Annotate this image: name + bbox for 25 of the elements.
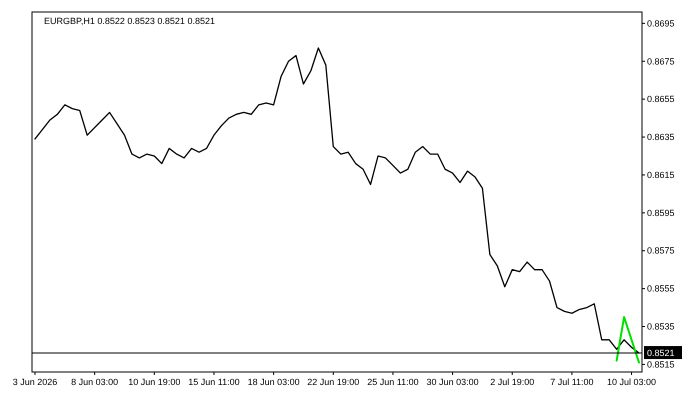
x-tick-label: 15 Jun 11:00 (188, 377, 240, 387)
x-tick-label: 7 Jul 11:00 (550, 377, 594, 387)
x-tick-label: 30 Jun 03:00 (426, 377, 479, 387)
x-tick-label: 25 Jun 11:00 (367, 377, 419, 387)
y-tick-label: 0.8635 (647, 132, 675, 142)
y-tick-label: 0.8615 (647, 170, 675, 180)
ref-line-label: 0.8521 (647, 348, 675, 358)
y-tick-label: 0.8595 (647, 208, 675, 218)
y-tick-label: 0.8695 (647, 18, 675, 28)
line-series (616, 316, 640, 364)
y-tick-label: 0.8655 (647, 94, 675, 104)
y-tick-label: 0.8575 (647, 246, 675, 256)
x-tick-label: 10 Jun 19:00 (128, 377, 180, 387)
y-tick-label: 0.8535 (647, 322, 675, 332)
y-tick-label: 0.8555 (647, 284, 675, 294)
x-tick-label: 18 Jun 03:00 (248, 377, 300, 387)
y-tick-label: 0.8515 (647, 359, 675, 370)
chart-title: EURGBP,H1 0.8522 0.8523 0.8521 0.8521 (44, 16, 215, 26)
line-series (34, 47, 640, 354)
x-tick-label: 22 Jun 19:00 (307, 377, 360, 387)
x-tick-label: 10 Jul 03:00 (607, 377, 656, 387)
x-tick-label: 2 Jul 19:00 (490, 377, 534, 387)
x-tick-label: 8 Jun 03:00 (71, 377, 118, 387)
x-tick-label: 3 Jun 2026 (12, 377, 58, 387)
y-tick-label: 0.8675 (647, 56, 675, 66)
